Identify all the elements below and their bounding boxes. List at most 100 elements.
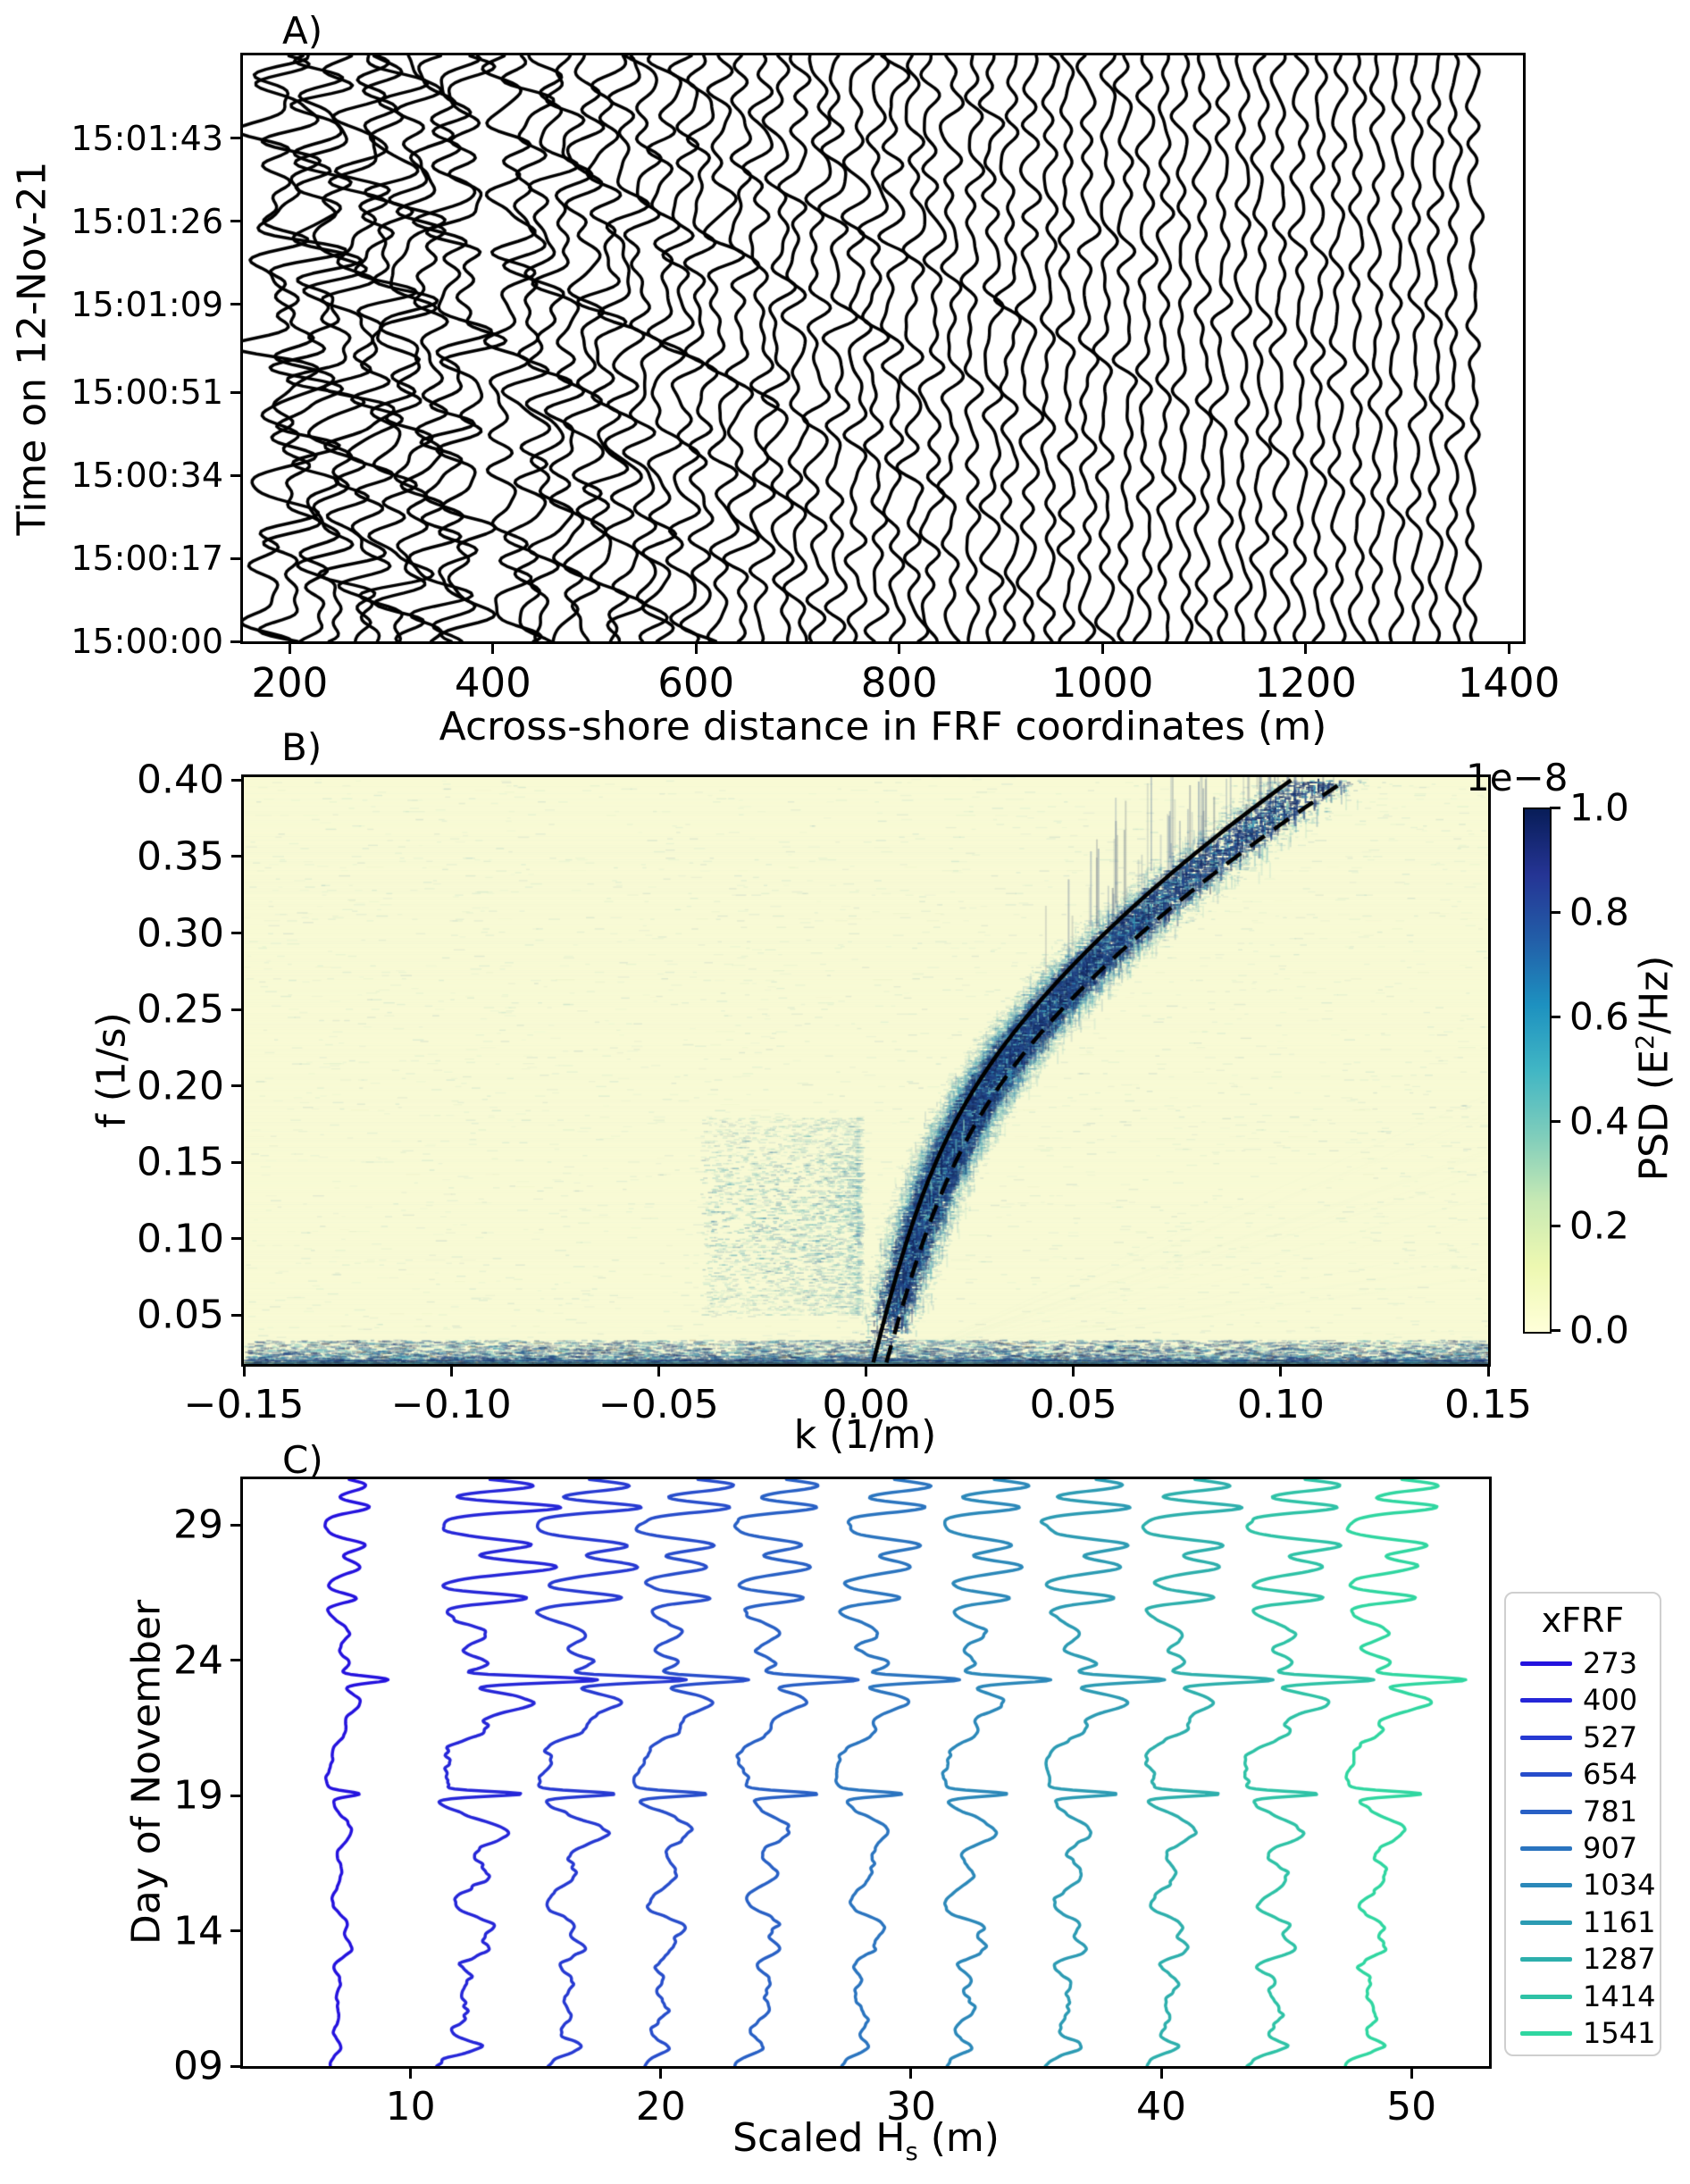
legend-item-label: 1034 <box>1583 1868 1656 1903</box>
panel-b-fk-spectrum-heatmap <box>244 777 1488 1364</box>
panel-c-x-tick-label: 30 <box>885 2084 936 2130</box>
legend-line-swatch <box>1520 1735 1572 1740</box>
colorbar-tick-label: 1.0 <box>1569 785 1629 830</box>
legend-item-label: 1287 <box>1583 1942 1656 1977</box>
legend-item: 527 <box>1506 1720 1660 1756</box>
tick-mark <box>230 1929 243 1933</box>
legend-item-label: 1414 <box>1583 1979 1656 2013</box>
panel-b-x-tick-label: 0.05 <box>1029 1382 1117 1427</box>
tick-mark <box>231 1160 244 1164</box>
tick-mark <box>491 641 495 654</box>
legend-box: xFRF 273 400 527 654 781 907 1034 1161 1287 1414 1… <box>1504 1592 1661 2056</box>
panel-c-xlabel-pre: Scaled H <box>732 2115 906 2161</box>
legend-item-label: 907 <box>1583 1831 1638 1865</box>
panel-a-x-tick-label: 1000 <box>1050 659 1154 707</box>
panel-b-y-tick-label: 0.40 <box>137 757 224 803</box>
legend-line-swatch <box>1520 1920 1572 1925</box>
tick-mark <box>865 1364 867 1377</box>
legend-item: 1161 <box>1506 1904 1660 1941</box>
colorbar-tick-label: 0.6 <box>1569 994 1629 1039</box>
panel-c-hs-time-series <box>243 1479 1489 2066</box>
legend-item: 1414 <box>1506 1979 1660 2015</box>
panel-c-y-tick-label: 24 <box>173 1637 223 1684</box>
tick-mark <box>231 855 244 858</box>
legend-item-label: 1161 <box>1583 1904 1656 1939</box>
panel-c-x-axis-label: Scaled Hs (m) <box>243 2115 1489 2166</box>
tick-mark <box>1279 1364 1283 1377</box>
legend-line-swatch <box>1520 1994 1572 1999</box>
panel-c-y-tick-label: 29 <box>173 1502 223 1548</box>
panel-a-y-tick-label: 15:00:17 <box>71 539 223 579</box>
tick-mark <box>909 2066 913 2079</box>
tick-mark <box>694 641 698 654</box>
tick-mark <box>231 1237 244 1241</box>
tick-mark <box>898 641 901 654</box>
legend-item: 1287 <box>1506 1941 1660 1978</box>
tick-mark <box>1550 910 1560 914</box>
tick-mark <box>230 220 243 223</box>
panel-c-y-tick-label: 09 <box>173 2043 223 2089</box>
panel-b-y-tick-label: 0.35 <box>137 833 224 880</box>
colorbar-offset-label: 1e−8 <box>1466 756 1569 799</box>
panel-b-x-tick-label: 0.15 <box>1444 1382 1532 1427</box>
legend-line-swatch <box>1520 1809 1572 1814</box>
colorbar-tick-label: 0.4 <box>1569 1099 1629 1143</box>
panel-a-y-tick-label: 15:00:00 <box>71 622 223 661</box>
panel-a-y-tick-label: 15:01:09 <box>71 284 223 324</box>
tick-mark <box>288 641 291 654</box>
panel-b-y-tick-label: 0.30 <box>137 910 224 957</box>
panel-a-x-tick-label: 600 <box>657 659 735 707</box>
tick-mark <box>1100 641 1104 654</box>
tick-mark <box>1072 1364 1075 1377</box>
panel-b-x-axis-label: k (1/m) <box>793 1412 937 1458</box>
legend-line-swatch <box>1520 1883 1572 1888</box>
tick-mark <box>231 778 244 782</box>
tick-mark <box>1550 1224 1560 1227</box>
panel-b-title: B) <box>281 725 322 769</box>
tick-mark <box>1507 641 1510 654</box>
tick-mark <box>230 473 243 477</box>
panel-b-y-tick-label: 0.05 <box>137 1292 224 1338</box>
colorbar-tick-label: 0.2 <box>1569 1203 1629 1248</box>
panel-a-title: A) <box>282 9 323 53</box>
legend-line-swatch <box>1520 1661 1572 1666</box>
legend-line-swatch <box>1520 1772 1572 1778</box>
panel-a-wiggle-traces <box>243 55 1523 641</box>
panel-c-xlabel-post: (m) <box>917 2115 1000 2161</box>
panel-a-x-tick-label: 400 <box>454 659 531 707</box>
tick-mark <box>1410 2066 1413 2079</box>
tick-mark <box>230 2064 243 2068</box>
tick-mark <box>1304 641 1308 654</box>
legend-line-swatch <box>1520 2031 1572 2036</box>
tick-mark <box>659 2066 663 2079</box>
tick-mark <box>231 1084 244 1088</box>
colorbar-tick-label: 0.8 <box>1569 890 1629 934</box>
legend-line-swatch <box>1520 1846 1572 1851</box>
legend-item-label: 781 <box>1583 1794 1638 1828</box>
tick-mark <box>231 1313 244 1317</box>
tick-mark <box>230 390 243 394</box>
legend-item-label: 654 <box>1583 1757 1638 1792</box>
panel-a-x-tick-label: 1400 <box>1457 659 1560 707</box>
tick-mark <box>230 640 243 643</box>
panel-a-y-tick-label: 15:00:51 <box>71 372 223 413</box>
legend-item-label: 1541 <box>1583 2016 1656 2050</box>
panel-a-x-tick-label: 1200 <box>1254 659 1357 707</box>
panel-c-plot <box>240 1477 1492 2069</box>
panel-a-y-tick-label: 15:00:34 <box>71 456 223 496</box>
panel-b-x-tick-label: −0.05 <box>598 1382 719 1427</box>
panel-c-y-tick-label: 14 <box>173 1908 223 1954</box>
tick-mark <box>230 556 243 560</box>
legend-item: 654 <box>1506 1756 1660 1793</box>
tick-mark <box>230 1659 243 1662</box>
legend-title: xFRF <box>1541 1601 1625 1640</box>
panel-c-x-tick-label: 40 <box>1136 2084 1187 2130</box>
tick-mark <box>1486 1364 1490 1377</box>
tick-mark <box>1550 806 1560 809</box>
tick-mark <box>1550 1328 1560 1332</box>
colorbar-gradient <box>1523 807 1552 1334</box>
tick-mark <box>1550 1119 1560 1123</box>
panel-c-x-tick-label: 10 <box>385 2084 436 2130</box>
panel-a-plot <box>240 53 1526 644</box>
panel-a-y-tick-label: 15:01:43 <box>71 118 223 158</box>
